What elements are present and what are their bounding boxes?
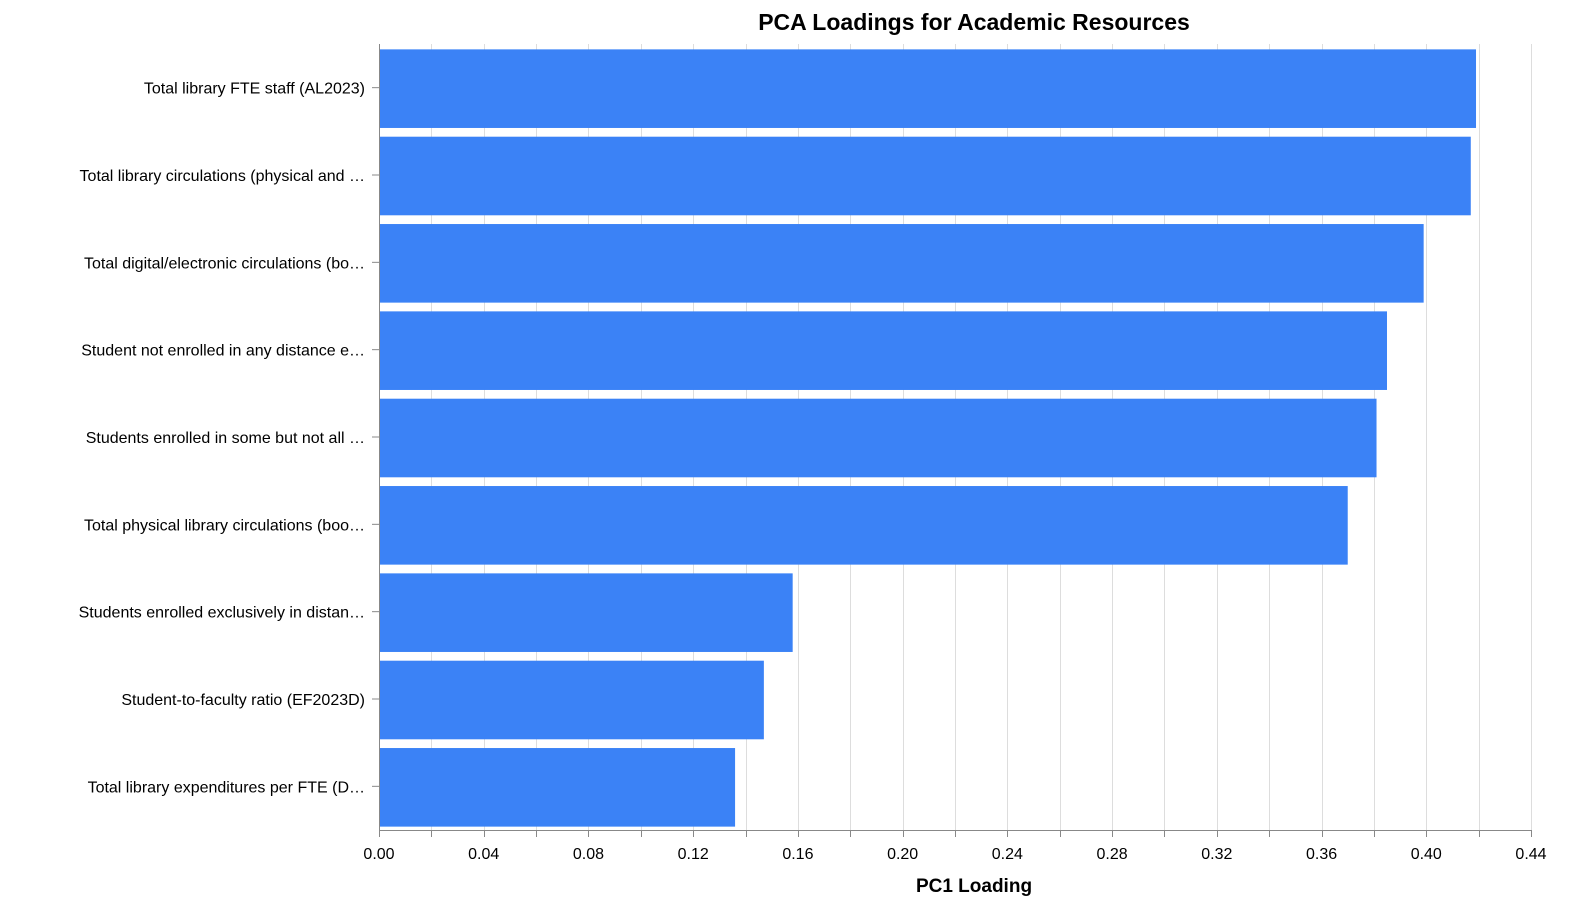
category-label: Total library expenditures per FTE (D… [88,779,365,796]
x-tick-label: 0.08 [573,846,604,863]
bar [380,311,1387,390]
bar [380,660,764,740]
x-tick-label: 0.20 [887,846,918,863]
category-label: Total library circulations (physical and… [80,168,365,185]
bar [380,573,793,652]
category-label: Total library FTE staff (AL2023) [144,81,365,98]
chart-title: PCA Loadings for Academic Resources [758,9,1190,35]
x-tick-label: 0.12 [678,846,709,863]
bar [380,486,1348,565]
bar [380,748,736,827]
bar [380,136,1471,216]
x-tick-label: 0.04 [468,846,499,863]
category-label: Total digital/electronic circulations (b… [84,255,365,272]
x-tick-label: 0.36 [1306,846,1337,863]
bars [380,49,1477,827]
x-tick-label: 0.00 [363,846,394,863]
x-tick-label: 0.24 [992,846,1023,863]
x-tick-label: 0.40 [1411,846,1442,863]
bar [380,49,1477,128]
category-label: Total physical library circulations (boo… [84,517,365,534]
x-tick-label: 0.16 [782,846,813,863]
x-tick-label: 0.32 [1201,846,1232,863]
category-label: Student not enrolled in any distance e… [81,343,365,360]
bar [380,224,1424,303]
bar [380,398,1377,478]
x-axis-title: PC1 Loading [916,876,1032,897]
x-tick-label: 0.28 [1097,846,1128,863]
category-label: Student-to-faculty ratio (EF2023D) [121,692,365,709]
category-label: Students enrolled exclusively in distan… [79,605,365,622]
axes: 0.00 0.04 0.08 0.12 0.16 0.20 0.24 0.28 0.32 0.36… [79,44,1547,863]
x-tick-label: 0.44 [1515,846,1546,863]
category-label: Students enrolled in some but not all … [86,430,365,447]
